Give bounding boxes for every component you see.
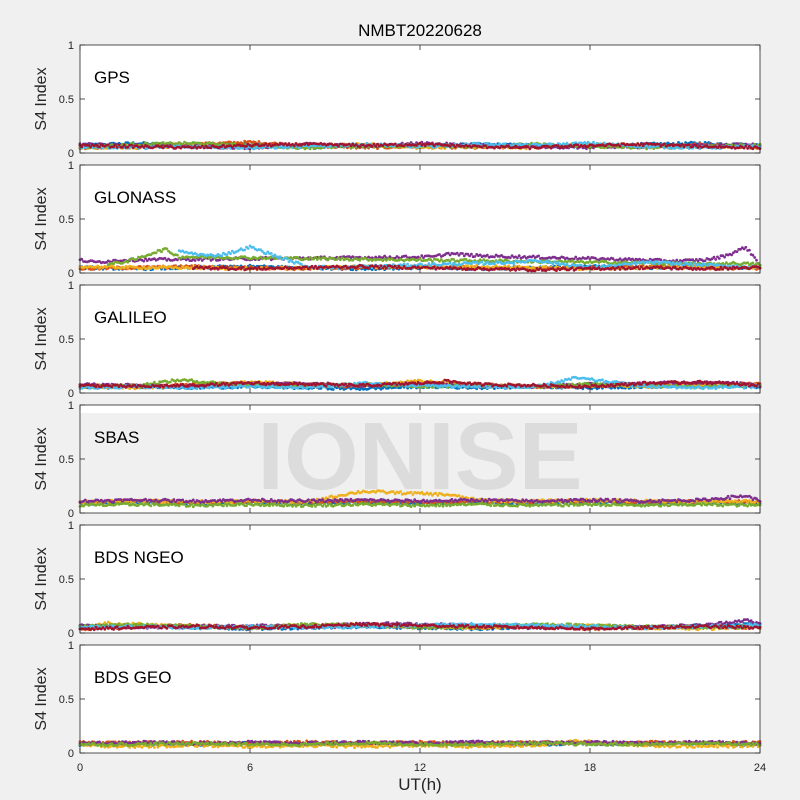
data-point xyxy=(80,257,84,261)
data-point xyxy=(493,262,496,266)
data-point xyxy=(209,146,213,150)
data-point xyxy=(130,143,133,147)
data-point xyxy=(135,258,139,261)
data-point xyxy=(528,147,532,151)
y-axis-label: S4 Index xyxy=(33,67,50,130)
data-point xyxy=(106,143,110,147)
data-point xyxy=(712,255,716,259)
data-point xyxy=(220,254,224,258)
data-point xyxy=(751,253,755,257)
data-point xyxy=(748,248,751,252)
data-point xyxy=(680,143,684,146)
data-point xyxy=(714,258,718,261)
data-point xyxy=(544,265,548,269)
data-point xyxy=(114,143,117,147)
data-point xyxy=(512,262,516,266)
data-point xyxy=(632,261,636,264)
panel-label: GPS xyxy=(94,68,130,87)
data-point xyxy=(470,252,473,256)
data-point xyxy=(337,144,340,148)
data-point xyxy=(207,265,211,269)
data-point xyxy=(278,255,282,259)
data-point xyxy=(691,264,695,268)
data-point xyxy=(592,140,595,144)
data-point xyxy=(480,260,484,264)
data-point xyxy=(663,142,666,146)
data-point xyxy=(193,259,197,262)
data-point xyxy=(735,250,739,254)
data-point xyxy=(115,146,119,149)
data-point xyxy=(678,261,682,265)
data-point xyxy=(675,258,679,262)
data-point xyxy=(484,144,487,148)
plot-area xyxy=(80,45,760,153)
figure-title: NMBT20220628 xyxy=(358,21,482,40)
data-point xyxy=(723,255,726,259)
data-point xyxy=(485,141,489,145)
data-point xyxy=(689,261,693,265)
data-point xyxy=(677,141,680,144)
data-point xyxy=(269,252,273,255)
data-point xyxy=(246,247,250,250)
data-point xyxy=(574,255,578,259)
data-point xyxy=(285,257,289,261)
data-point xyxy=(517,254,521,258)
data-point xyxy=(165,247,169,251)
data-point xyxy=(241,265,245,269)
data-point xyxy=(618,144,622,148)
data-point xyxy=(753,256,757,259)
data-point xyxy=(668,261,672,264)
data-point xyxy=(122,143,126,147)
data-point xyxy=(703,259,707,263)
data-point xyxy=(406,262,409,266)
data-point xyxy=(431,142,434,146)
data-point xyxy=(508,256,512,260)
data-point xyxy=(292,144,296,148)
data-point xyxy=(225,253,229,256)
data-point xyxy=(126,260,130,264)
y-tick-label: 0 xyxy=(68,148,74,160)
data-point xyxy=(142,259,146,263)
series-group xyxy=(78,139,762,151)
data-point xyxy=(257,140,261,143)
data-point xyxy=(717,257,721,260)
data-point xyxy=(537,254,540,258)
data-point xyxy=(222,143,225,147)
data-point xyxy=(687,143,691,147)
panel-gps: 0 0.5 1 S4 Index GPS xyxy=(33,40,762,160)
data-point xyxy=(751,261,755,265)
data-point xyxy=(744,245,748,249)
y-tick-label: 1 xyxy=(68,40,74,52)
data-point xyxy=(160,250,163,254)
data-point xyxy=(126,145,130,149)
data-point xyxy=(431,260,434,263)
y-tick-label: 0.5 xyxy=(59,94,74,106)
data-point xyxy=(370,144,374,148)
data-point xyxy=(98,145,101,149)
data-point xyxy=(461,252,464,255)
data-point xyxy=(117,143,121,147)
data-point xyxy=(176,253,179,257)
data-point xyxy=(744,144,748,148)
data-point xyxy=(154,251,158,255)
data-point xyxy=(80,145,84,149)
data-point xyxy=(298,146,301,150)
data-point xyxy=(243,248,247,252)
data-point xyxy=(229,252,232,256)
data-point xyxy=(300,262,303,266)
data-point xyxy=(755,258,758,262)
